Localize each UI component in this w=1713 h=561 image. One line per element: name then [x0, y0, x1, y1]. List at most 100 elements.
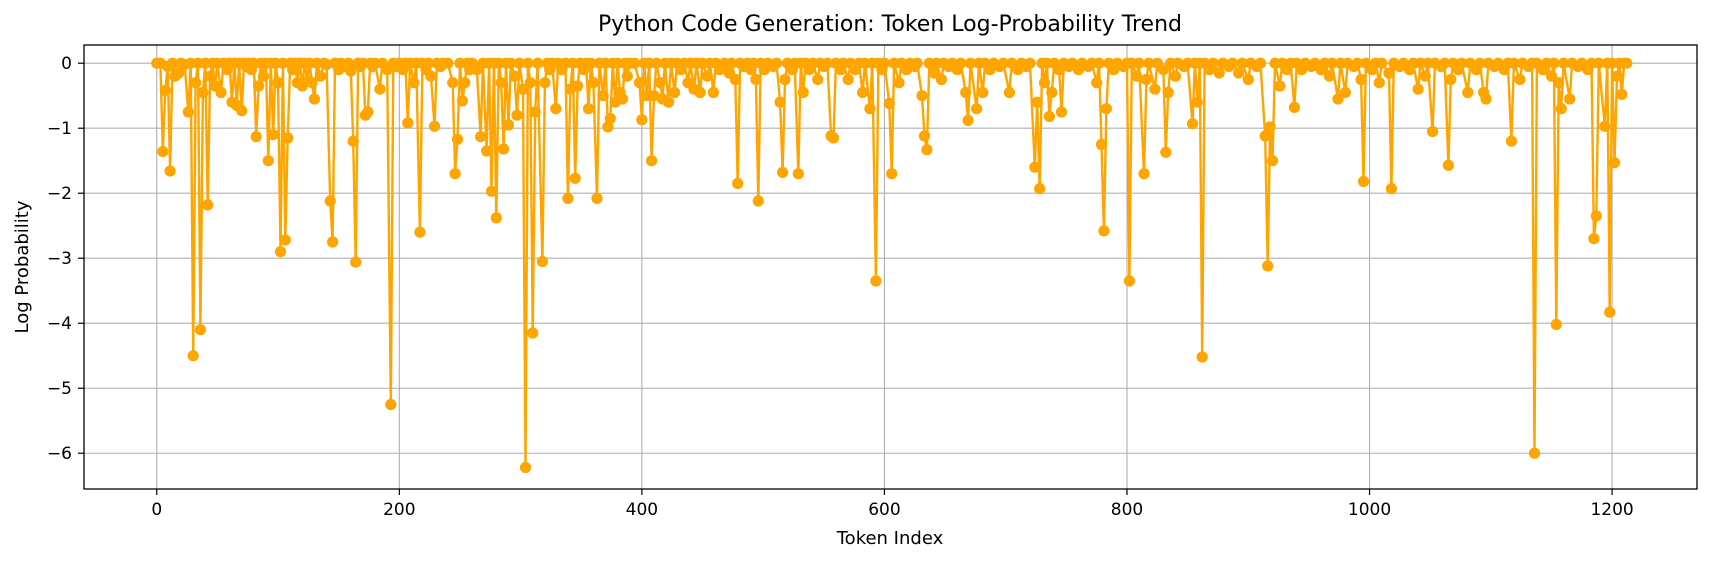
x-tick-label-1: 200 [383, 500, 415, 520]
series-layer [151, 57, 1633, 474]
data-point [385, 398, 397, 411]
data-point [1604, 306, 1616, 318]
data-point [916, 90, 928, 102]
y-axis: 0 −1 −2 −3 −4 −5 −6 [47, 54, 84, 464]
x-axis-label: Token Index [836, 528, 944, 549]
data-point [1456, 57, 1468, 69]
data-point [732, 177, 744, 190]
data-point [591, 192, 603, 204]
data-point [597, 90, 609, 102]
data-point [215, 86, 227, 99]
data-point [1003, 86, 1016, 99]
data-point [1149, 83, 1161, 95]
data-point [498, 143, 510, 155]
data-point [362, 106, 374, 118]
data-point [513, 57, 526, 69]
data-point [971, 103, 983, 115]
data-point [1131, 70, 1143, 82]
data-point [569, 172, 581, 184]
data-point [532, 57, 544, 69]
data-point [442, 57, 454, 69]
plot-frame [83, 44, 1698, 490]
data-point [694, 86, 706, 99]
data-point [536, 255, 549, 268]
data-point [529, 106, 541, 118]
data-point [562, 192, 574, 204]
data-point [893, 77, 905, 89]
chart-title: Python Code Generation: Token Log-Probab… [598, 12, 1182, 37]
data-point [864, 103, 876, 115]
data-point [654, 77, 666, 89]
data-point [1564, 93, 1576, 105]
data-point [646, 155, 658, 167]
data-point [447, 77, 459, 89]
data-point [629, 57, 641, 69]
data-point [475, 131, 487, 143]
data-point [1236, 57, 1248, 69]
data-point [481, 145, 493, 157]
data-point [1264, 121, 1276, 133]
data-point [539, 77, 551, 89]
data-point [616, 93, 629, 105]
x-tick-label-5: 1000 [1348, 500, 1391, 520]
data-point [1262, 260, 1274, 272]
data-point [870, 275, 882, 287]
data-point [707, 86, 720, 99]
data-point [1186, 118, 1199, 130]
data-point [883, 97, 895, 110]
data-point [1550, 318, 1562, 331]
data-point [314, 70, 327, 82]
data-point [262, 155, 274, 167]
y-tick-label-2: −2 [47, 184, 72, 204]
data-point [1385, 183, 1397, 195]
data-point [157, 146, 169, 158]
data-point [1376, 57, 1388, 69]
data-point [997, 57, 1009, 69]
data-point [1548, 57, 1560, 69]
data-point [1274, 80, 1286, 92]
data-point [374, 83, 386, 95]
data-point [636, 114, 648, 126]
series-markers-0 [151, 57, 1633, 474]
data-point [1590, 210, 1602, 222]
y-tick-label-0: 0 [61, 54, 72, 74]
data-point [350, 256, 362, 268]
data-point [490, 212, 502, 224]
x-tick-label-6: 1200 [1590, 500, 1633, 520]
data-point [1339, 86, 1351, 99]
y-tick-label-5: −5 [47, 379, 72, 399]
data-point [650, 57, 663, 69]
data-point [159, 84, 171, 97]
data-point [1259, 130, 1271, 142]
data-point [1462, 86, 1474, 99]
data-point [1558, 57, 1570, 69]
x-tick-label-4: 800 [1111, 500, 1143, 520]
data-point [485, 185, 498, 197]
data-point [750, 73, 762, 86]
data-point [886, 168, 898, 180]
data-point [977, 86, 989, 99]
data-point [602, 121, 614, 133]
y-tick-label-3: −3 [47, 249, 72, 269]
data-point [1555, 103, 1567, 115]
data-point [495, 77, 507, 89]
data-point [726, 57, 738, 69]
data-point [842, 73, 854, 86]
data-point [1029, 161, 1041, 173]
data-point [1611, 70, 1623, 82]
data-point [962, 114, 974, 126]
data-point [194, 324, 206, 336]
data-point [1169, 70, 1182, 82]
data-point [1593, 57, 1605, 69]
data-point [1505, 135, 1517, 147]
data-point [1143, 57, 1155, 69]
data-point [1024, 57, 1036, 69]
data-point [960, 86, 972, 99]
data-point [1123, 275, 1135, 287]
x-tick-label-2: 400 [626, 500, 658, 520]
data-point [508, 70, 521, 82]
data-point [267, 129, 279, 141]
data-point [1213, 67, 1225, 79]
data-point [1553, 77, 1565, 89]
data-point [451, 133, 464, 145]
